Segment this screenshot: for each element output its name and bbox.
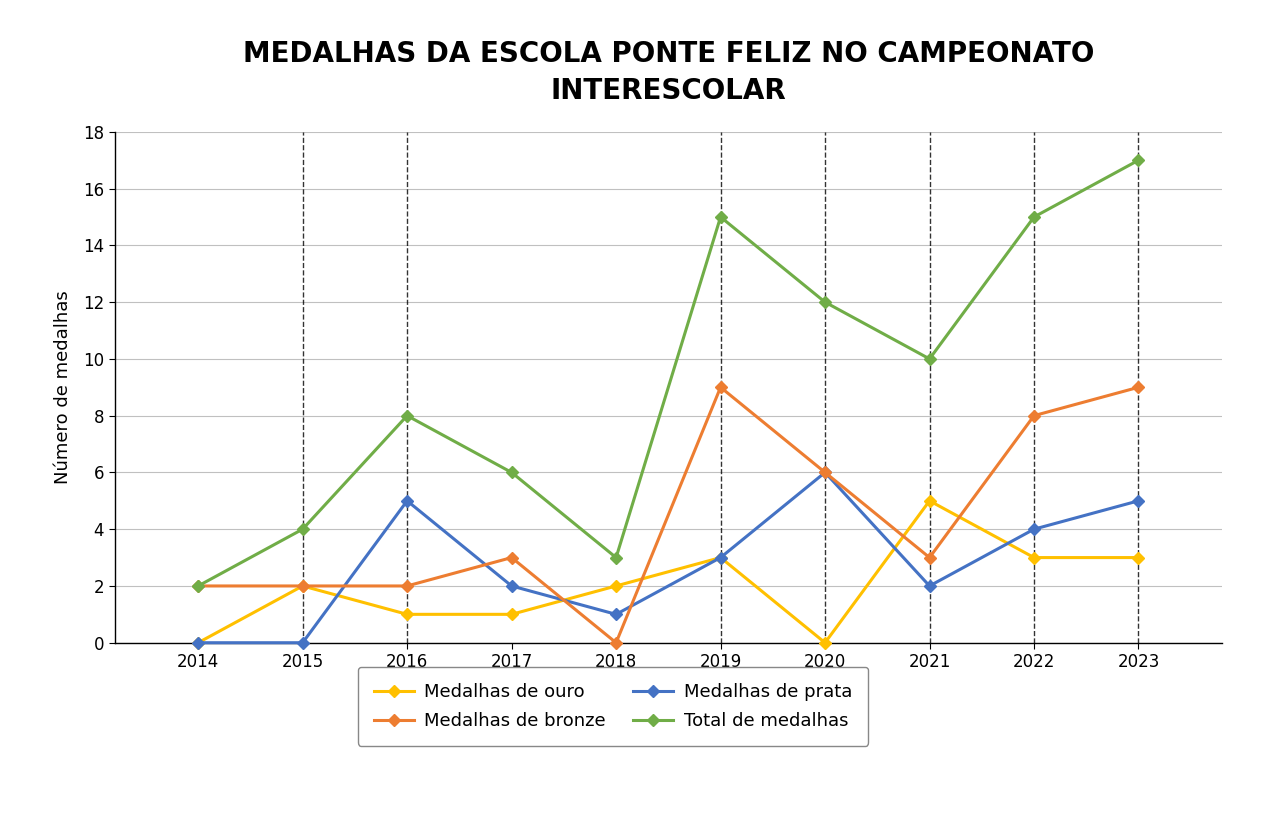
Title: MEDALHAS DA ESCOLA PONTE FELIZ NO CAMPEONATO
INTERESCOLAR: MEDALHAS DA ESCOLA PONTE FELIZ NO CAMPEO… xyxy=(243,40,1094,105)
Y-axis label: Número de medalhas: Número de medalhas xyxy=(53,290,71,485)
Legend: Medalhas de ouro, Medalhas de bronze, Medalhas de prata, Total de medalhas: Medalhas de ouro, Medalhas de bronze, Me… xyxy=(358,667,868,746)
